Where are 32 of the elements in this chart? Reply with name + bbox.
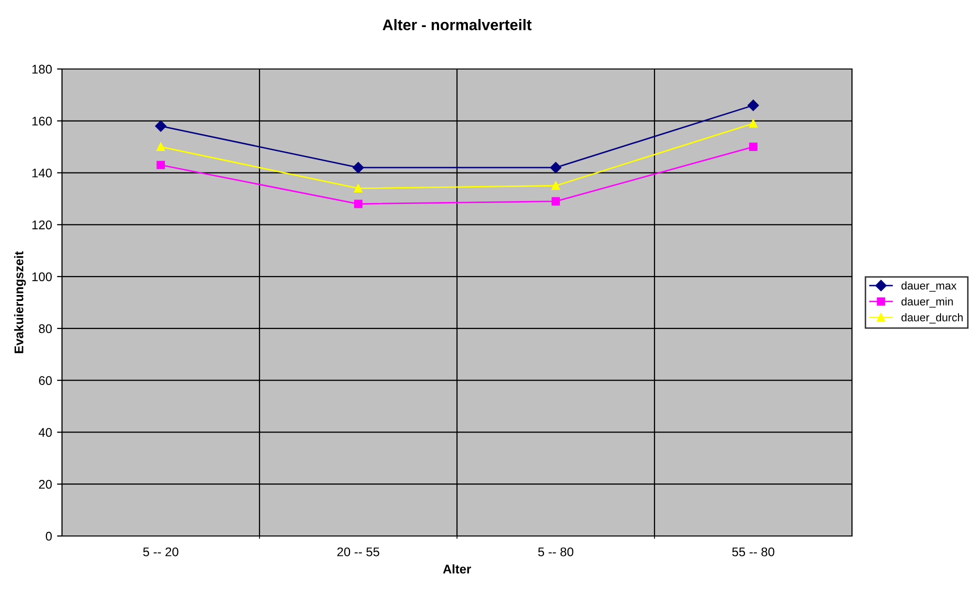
y-tick-label: 160 [32,116,52,126]
point [748,100,759,111]
x-tick-label: 20 -- 55 [337,547,380,556]
chart-title: Alter - normalverteilt [382,19,532,30]
y-tick-label: 20 [39,480,52,489]
point [354,184,362,193]
point [155,120,166,132]
x-tick-label: 5 -- 20 [143,547,178,556]
point [749,142,758,151]
legend-label: dauer_durch [901,313,963,324]
y-tick-label: 140 [32,168,52,178]
y-tick-label: 120 [32,220,52,230]
y-tick-label: 80 [38,324,52,334]
point [156,142,165,151]
y-tick-label: 60 [39,376,52,385]
point [550,162,562,174]
y-tick-label: 100 [32,272,52,282]
point [156,160,165,170]
y-tick-label: 180 [32,64,52,74]
point [552,197,560,206]
legend-label: dauer_min [901,297,953,308]
x-tick-label: 55 -- 80 [732,547,774,556]
point [352,162,364,174]
y-axis-title: Evakuierungszeit [14,251,26,354]
y-tick-label: 0 [46,532,52,541]
y-tick-label: 40 [38,428,52,437]
point [552,182,560,190]
legend-label: dauer_max [901,281,956,292]
x-axis-title: Alter [443,564,472,574]
point [749,119,758,128]
point [354,200,362,208]
x-tick-label: 5 -- 80 [538,547,574,556]
